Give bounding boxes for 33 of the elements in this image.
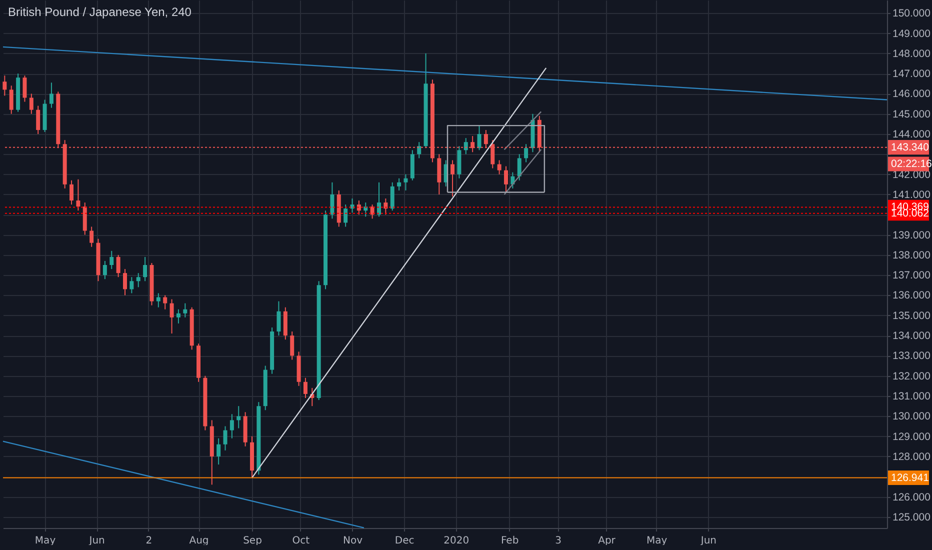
y-tick-label: 148.000 [892,48,931,60]
y-tick-label: 136.000 [892,290,931,302]
ref-line-label: 126.941 [891,472,930,484]
y-tick-label: 134.000 [892,330,931,342]
y-tick-label: 126.000 [892,491,931,504]
y-tick-label: 125.000 [892,511,931,524]
y-tick-label: 131.000 [892,390,931,402]
x-tick-label: 2020 [444,536,470,546]
chart-title: British Pound / Japanese Yen, 240 [8,5,192,19]
y-tick-label: 132.000 [892,370,931,382]
y-tick-label: 130.000 [892,410,931,423]
y-tick-label: 145.000 [892,108,931,120]
x-tick-label: Dec [394,536,414,546]
y-tick-label: 139.000 [892,229,931,242]
y-tick-label: 137.000 [892,270,931,282]
y-tick-label: 138.000 [892,249,931,262]
y-tick-label: 149.000 [892,28,931,40]
y-tick-label: 144.000 [892,128,931,141]
x-tick-label: 2 [146,536,152,546]
x-tick-label: Feb [500,536,519,546]
y-tick-label: 135.000 [892,310,931,322]
y-tick-label: 146.000 [892,88,931,100]
y-tick-label: 141.000 [892,188,931,201]
x-tick-label: 3 [555,536,562,546]
y-tick-label: 133.000 [892,350,931,362]
y-tick-label: 129.000 [892,430,931,443]
x-tick-label: Nov [342,536,363,546]
ref-line-label: 143.340 [891,141,930,154]
y-tick-label: 147.000 [892,68,931,80]
x-tick-label: Oct [292,536,310,546]
y-tick-label: 128.000 [892,450,931,463]
y-tick-label: 150.000 [892,8,931,20]
y-tick-label: 142.000 [892,168,931,181]
